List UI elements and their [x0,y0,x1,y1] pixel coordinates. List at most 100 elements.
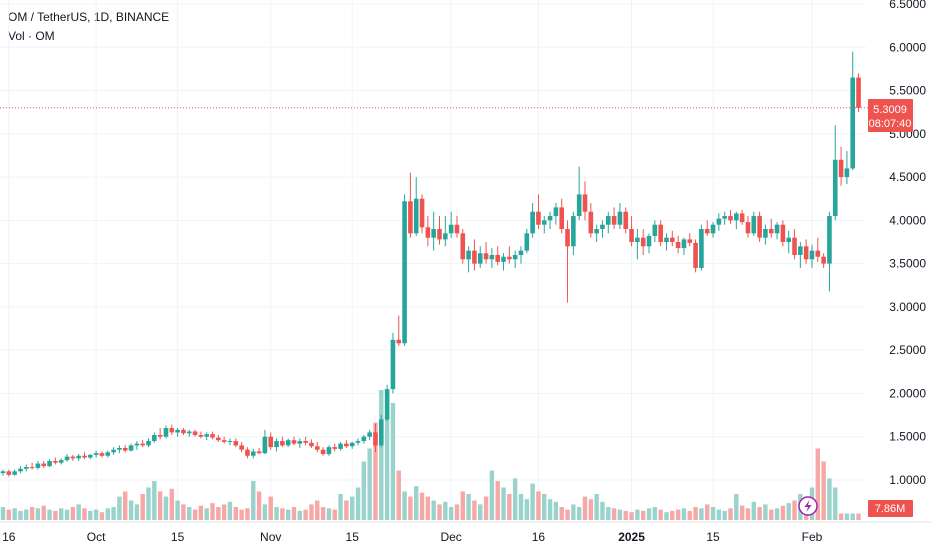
candle [12,469,17,476]
candle-body [344,443,349,447]
candle [379,415,384,448]
volume-bar [0,507,6,520]
candle-body [617,211,623,225]
candle-body [652,224,658,236]
volume-bar [181,504,186,520]
time-axis[interactable]: 16 Oct 15 Nov 15 Dec 16 2025 15 Feb [2,530,822,544]
volume-bar [338,494,343,520]
candle-body [536,211,541,225]
countdown-label: 08:07:40 [869,118,912,130]
candle-body [768,229,774,234]
candle-body [128,445,134,451]
candle [757,211,762,242]
volume-bar [792,500,797,520]
volume-bar [734,494,739,520]
volume-bar [495,481,500,520]
candle-body [483,253,489,260]
candle [181,428,186,435]
volume-bar [512,478,518,520]
volume-bar [536,491,541,520]
candle-body [710,224,716,234]
volume-bar [856,513,861,520]
volume-bar [414,486,419,520]
price-tick-label: 2.5000 [889,343,926,357]
volume-bar [6,509,12,520]
candle-body [576,194,582,217]
candle-body [396,339,402,344]
time-tick-label: 2025 [618,530,645,544]
volume-bar [751,501,756,520]
candle-body [181,429,186,434]
candle [53,457,58,465]
candle-body [326,447,332,455]
candle [431,211,436,251]
time-tick-label: 15 [171,530,185,544]
candle-body [280,441,285,446]
candle [332,443,338,452]
volume-bar [571,504,576,520]
lightning-icon[interactable] [798,496,818,516]
candle-body [792,237,797,255]
volume-bar [489,470,495,520]
candle [454,216,460,238]
volume-bar [262,504,268,520]
candle [338,441,343,451]
chart-symbol-legend[interactable]: OM / TetherUS, 1D, BINANCE [8,10,170,24]
candle [169,424,175,435]
volume-bar [600,501,605,520]
candle [745,216,751,238]
candle [239,441,244,453]
candle-body [309,442,314,447]
price-tick-label: 4.0000 [889,213,926,227]
candle-body [687,239,693,243]
volume-legend[interactable]: Vol · OM [8,29,55,43]
candle [128,443,134,452]
candle-body [588,211,594,234]
candle [635,229,640,260]
candle-body [699,229,704,268]
volume-bar [355,487,361,520]
candle-body [12,471,17,475]
time-tick-label: Nov [260,530,281,544]
candle [739,209,745,225]
candle-body [640,237,646,247]
volume-bar [815,448,820,520]
candle-body [384,389,390,420]
candle [605,211,611,234]
candle [373,423,378,453]
candle [815,237,821,262]
candle-body [501,256,506,262]
price-axis[interactable]: 6.50006.00005.50005.00004.50004.00003.50… [889,0,926,487]
volume-bar [384,416,390,520]
candle-body [716,218,722,225]
volume-bar [559,507,564,520]
candle-body [507,256,512,260]
time-tick-label: 15 [706,530,720,544]
candle-body [175,429,180,433]
price-tick-label: 3.0000 [889,300,926,314]
candle [530,203,535,238]
candle-body [361,436,367,442]
volume-bar [93,509,99,520]
candle [774,222,780,240]
candle-body [58,460,64,463]
candle-body [611,216,617,225]
volume-bar [530,483,535,520]
candle [216,434,221,442]
price-tick-label: 1.5000 [889,430,926,444]
volume-bar [251,481,256,520]
candle [675,235,681,254]
candlesticks [0,51,861,477]
candle-body [675,242,681,249]
volume-bar [88,510,93,520]
candle-body [413,198,419,234]
candle [99,451,105,458]
candle-body [146,441,151,446]
volume-bar [291,507,297,520]
candle-body [76,455,81,459]
candle [483,242,489,264]
candle-body [466,250,471,260]
candle-body [553,207,559,217]
volume-bar [524,499,529,520]
